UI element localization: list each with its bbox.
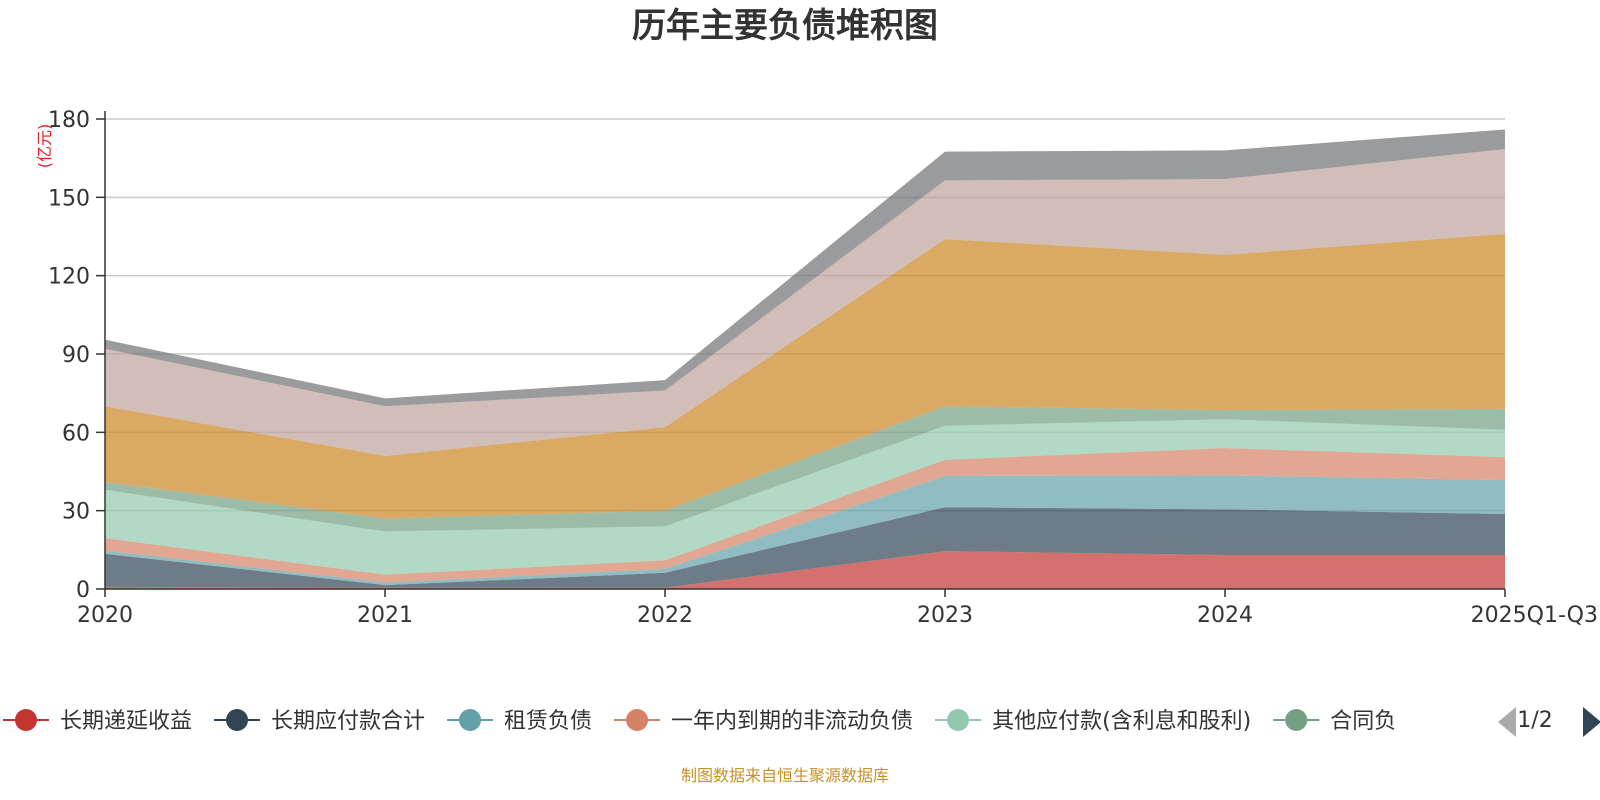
legend-marker-icon	[626, 709, 649, 731]
x-tick-label: 2020	[77, 603, 133, 628]
legend-label: 合同负	[1330, 709, 1396, 734]
legend-label: 一年内到期的非流动负债	[671, 709, 913, 734]
area-series	[105, 129, 1505, 589]
legend-label: 长期应付款合计	[271, 709, 425, 734]
y-axis-labels: 0 30 60 90 120 150 180	[48, 108, 105, 603]
legend-item[interactable]: 长期递延收益	[3, 709, 192, 734]
legend-marker-icon	[459, 709, 482, 731]
y-tick-label: 30	[62, 500, 90, 525]
legend-prev-icon[interactable]	[1498, 707, 1516, 737]
x-tick-label: 2021	[357, 603, 413, 628]
area-series-6	[105, 233, 1505, 519]
legend-marker-icon	[226, 709, 249, 731]
legend-label: 长期递延收益	[60, 709, 192, 734]
y-tick-label: 120	[48, 265, 90, 290]
y-tick-label: 60	[62, 421, 90, 446]
axes	[104, 111, 1505, 590]
legend-marker-icon	[15, 709, 37, 731]
legend-item[interactable]: 其他应付款(含利息和股利)	[935, 709, 1251, 734]
area-series-0	[105, 551, 1505, 589]
legend-label: 租赁负债	[504, 709, 592, 734]
chart-title: 历年主要负债堆积图	[632, 6, 938, 46]
area-series-2	[105, 475, 1505, 586]
source-note: 制图数据来自恒生聚源数据库	[681, 766, 889, 785]
x-axis-labels: 2020 2021 2022 2023 2024 2025Q1-Q3	[77, 589, 1598, 628]
x-tick-label: 2023	[917, 603, 973, 628]
y-tick-label: 0	[76, 578, 90, 603]
legend-items: 长期递延收益 长期应付款合计 租赁负债 一年内到期的非流动负债 其他应付款(含利息和股利…	[3, 709, 1396, 734]
legend-item[interactable]: 长期应付款合计	[214, 709, 425, 734]
legend: 长期递延收益 长期应付款合计 租赁负债 一年内到期的非流动负债 其他应付款(含利息和股利…	[3, 709, 1396, 734]
legend-label: 其他应付款(含利息和股利)	[992, 709, 1251, 734]
area-series-1	[105, 507, 1505, 588]
area-series-5	[105, 406, 1505, 532]
y-tick-label: 180	[48, 108, 90, 133]
legend-item[interactable]: 合同负	[1273, 709, 1396, 734]
area-series-3	[105, 448, 1505, 583]
x-tick-label: 2025Q1-Q3	[1471, 603, 1598, 628]
y-tick-label: 90	[62, 343, 90, 368]
legend-marker-icon	[947, 709, 970, 731]
x-tick-label: 2024	[1197, 603, 1253, 628]
y-tick-label: 150	[48, 186, 90, 211]
x-tick-label: 2022	[637, 603, 693, 628]
legend-page-indicator: 1/2	[1517, 708, 1552, 733]
area-series-8	[105, 129, 1505, 407]
legend-item[interactable]: 租赁负债	[447, 709, 592, 734]
unit-label: (亿元)	[35, 124, 54, 169]
legend-next-icon[interactable]	[1583, 707, 1600, 737]
legend-item[interactable]: 一年内到期的非流动负债	[614, 709, 913, 734]
area-series-7	[105, 149, 1505, 456]
area-series-4	[105, 419, 1505, 575]
legend-pager: 1/2	[1498, 707, 1600, 737]
legend-marker-icon	[1285, 709, 1308, 731]
